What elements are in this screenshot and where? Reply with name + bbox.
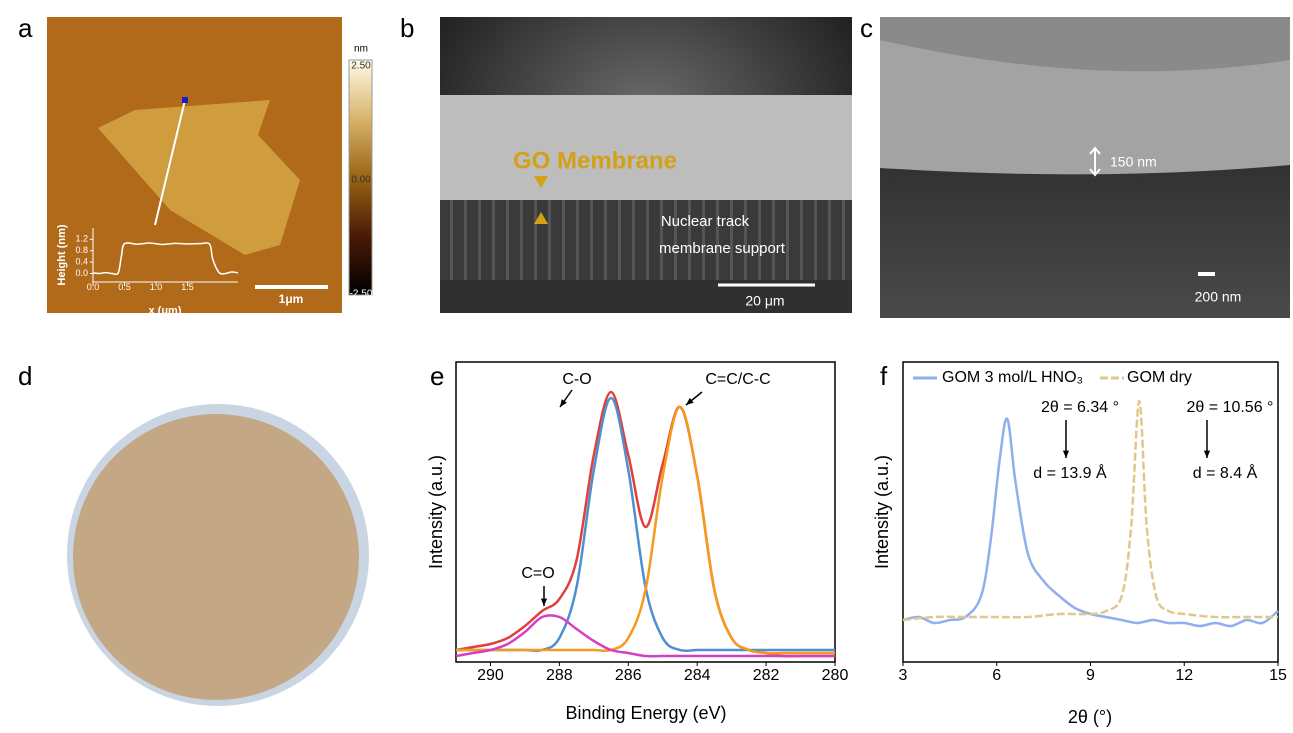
panel-label: e xyxy=(430,361,444,391)
plot-frame xyxy=(456,362,835,662)
annotation: C=C/C-C xyxy=(705,371,770,388)
y-axis-label: Intensity (a.u.) xyxy=(426,455,446,569)
x-tick-label: 1.0 xyxy=(150,282,163,292)
arrow-head xyxy=(560,399,567,407)
y-tick-label: 0.4 xyxy=(75,256,88,266)
y-axis-label: Height (nm) xyxy=(56,224,68,285)
x-tick-label: 0.5 xyxy=(118,282,131,292)
x-tick-label: 284 xyxy=(684,667,711,684)
annotation: 2θ = 10.56 ° xyxy=(1187,399,1274,416)
x-tick-label: 3 xyxy=(899,667,908,684)
annotation: d = 13.9 Å xyxy=(1033,463,1107,482)
x-axis-label: Binding Energy (eV) xyxy=(565,703,726,723)
annotation: C=O xyxy=(521,565,554,582)
x-tick-label: 9 xyxy=(1086,667,1095,684)
annotation: 2θ = 6.34 ° xyxy=(1041,399,1119,416)
series-line xyxy=(903,401,1278,620)
support-label: Nuclear track xyxy=(661,213,750,230)
x-tick-label: 286 xyxy=(615,667,642,684)
x-axis-label: 2θ (°) xyxy=(1068,707,1112,727)
y-tick-label: 1.2 xyxy=(75,234,88,244)
legend-label: GOM dry xyxy=(1127,369,1192,386)
y-axis-label: Intensity (a.u.) xyxy=(872,455,892,569)
colorbar-label: -2.50 xyxy=(350,289,373,300)
marker xyxy=(182,97,188,103)
x-tick-label: 1.5 xyxy=(181,282,194,292)
support-layer xyxy=(440,200,852,280)
x-tick-label: 280 xyxy=(822,667,849,684)
scale-label: 20 μm xyxy=(745,293,784,309)
x-tick-label: 288 xyxy=(546,667,573,684)
series-line xyxy=(456,407,835,653)
thickness-label: 150 nm xyxy=(1110,154,1157,170)
x-tick-label: 12 xyxy=(1175,667,1193,684)
x-tick-label: 0.0 xyxy=(87,282,100,292)
series-line xyxy=(456,392,835,656)
panel-label: f xyxy=(880,361,888,391)
panel-label: c xyxy=(860,13,873,43)
support-label: membrane support xyxy=(659,240,786,257)
colorbar-label: 2.50 xyxy=(351,61,371,72)
colorbar-unit: nm xyxy=(354,44,368,55)
scale-label: 1μm xyxy=(279,292,304,306)
panel-label: a xyxy=(18,13,33,43)
x-tick-label: 6 xyxy=(992,667,1001,684)
panel-label: d xyxy=(18,361,32,391)
x-tick-label: 15 xyxy=(1269,667,1287,684)
arrow-head xyxy=(1204,451,1210,458)
series-line xyxy=(456,398,835,651)
panel-label: b xyxy=(400,13,414,43)
x-axis-label: x (μm) xyxy=(148,305,181,317)
annotation: C-O xyxy=(562,371,591,388)
figure: 1μm nm GO Membrane Nuclear track membran… xyxy=(0,0,1293,728)
membrane-disc xyxy=(73,414,359,700)
series-line xyxy=(903,419,1278,627)
y-tick-label: 0.8 xyxy=(75,245,88,255)
x-tick-label: 282 xyxy=(753,667,780,684)
legend-label: GOM 3 mol/L HNO₃ xyxy=(942,369,1083,386)
colorbar-label: 0.00 xyxy=(351,175,371,186)
y-tick-label: 0.0 xyxy=(75,268,88,278)
annotation: d = 8.4 Å xyxy=(1193,463,1258,482)
scale-label: 200 nm xyxy=(1195,289,1242,305)
x-tick-label: 290 xyxy=(477,667,504,684)
arrow-head xyxy=(541,599,547,606)
arrow-head xyxy=(1063,451,1069,458)
membrane-label: GO Membrane xyxy=(513,147,677,174)
